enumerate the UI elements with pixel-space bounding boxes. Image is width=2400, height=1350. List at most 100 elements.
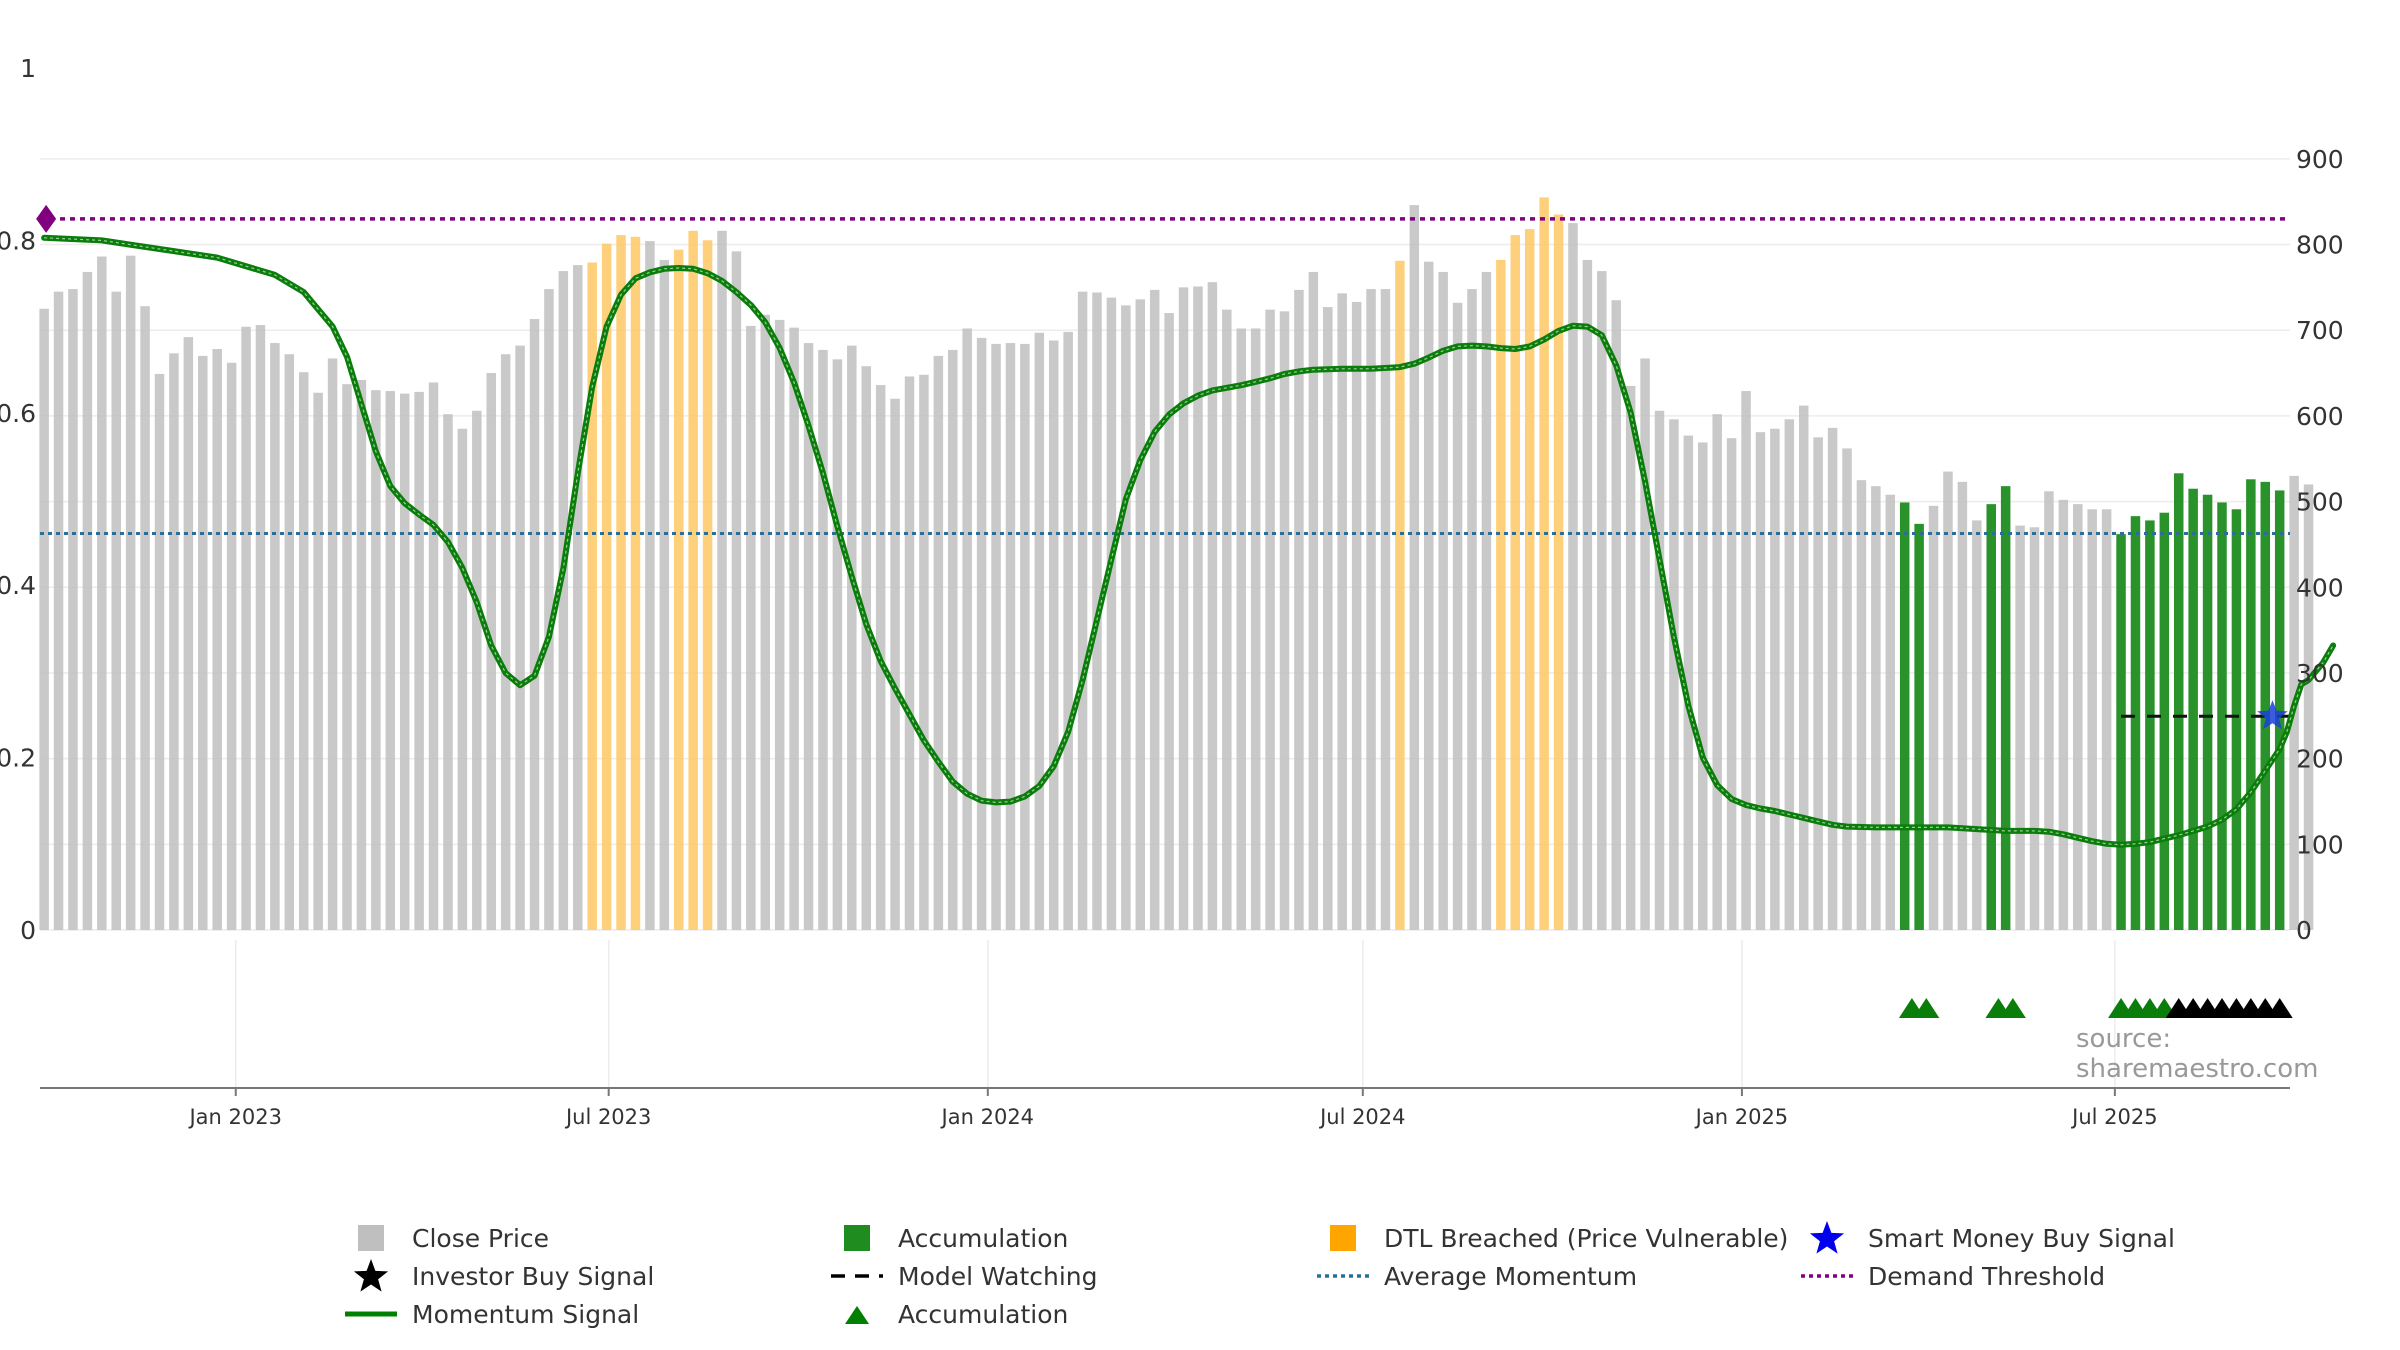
legend-label: DTL Breached (Price Vulnerable) bbox=[1384, 1223, 1789, 1253]
accumulation-bar bbox=[2159, 512, 2170, 930]
legend-item: Momentum Signal bbox=[336, 1296, 639, 1332]
right-tick-label: 300 bbox=[2296, 659, 2344, 688]
close-price-bar bbox=[1770, 428, 1780, 930]
right-tick-label: 400 bbox=[2296, 573, 2344, 602]
left-tick-label: 0.6 bbox=[0, 399, 36, 428]
dtl-breached-bar bbox=[1539, 197, 1549, 930]
dtl-breached-bar bbox=[673, 249, 684, 931]
close-price-bar bbox=[255, 325, 266, 931]
accumulation-bar bbox=[2188, 488, 2198, 930]
dtl-breached-bar bbox=[1395, 260, 1405, 931]
close-price-bar bbox=[962, 328, 972, 930]
dtl-breached-bar bbox=[587, 262, 597, 930]
close-price-bar bbox=[1957, 481, 1968, 930]
close-price-bar bbox=[760, 314, 771, 930]
close-price-bar bbox=[169, 353, 179, 930]
dtl-breached-bar bbox=[1510, 235, 1521, 931]
close-price-bar bbox=[1712, 414, 1722, 930]
square-icon bbox=[822, 1220, 892, 1256]
momentum-signal-highlight bbox=[44, 237, 2334, 846]
accumulation-bar bbox=[1899, 502, 1910, 930]
close-price-bar bbox=[1250, 328, 1261, 930]
accumulation-bar bbox=[2246, 479, 2256, 930]
close-price-bar bbox=[2087, 509, 2097, 930]
close-price-bar bbox=[803, 343, 814, 930]
right-tick-label: 200 bbox=[2296, 745, 2344, 774]
legend-item: Model Watching bbox=[822, 1258, 1098, 1294]
legend-label: Investor Buy Signal bbox=[412, 1261, 655, 1291]
close-price-bar bbox=[573, 265, 583, 931]
close-price-bar bbox=[1842, 448, 1852, 930]
close-price-bar bbox=[847, 345, 857, 930]
close-price-bar bbox=[53, 291, 64, 931]
legend-item: Smart Money Buy Signal bbox=[1792, 1220, 2175, 1256]
square-icon bbox=[336, 1220, 406, 1256]
close-price-bar bbox=[472, 410, 482, 930]
accumulation-bar bbox=[2145, 520, 2155, 930]
close-price-bar bbox=[270, 343, 280, 930]
close-price-bar bbox=[1207, 282, 1218, 930]
accumulation-bar bbox=[2260, 481, 2271, 930]
close-price-bar bbox=[933, 355, 944, 931]
markers bbox=[36, 204, 2288, 730]
close-price-bar bbox=[1063, 331, 1073, 930]
close-price-bar bbox=[1928, 505, 1939, 930]
left-tick-label: 0 bbox=[20, 916, 36, 945]
close-price-bar bbox=[39, 308, 49, 930]
close-price-bar bbox=[1149, 289, 1160, 930]
legend-item: Demand Threshold bbox=[1792, 1258, 2105, 1294]
line-icon bbox=[1792, 1258, 1862, 1294]
triangle-icon bbox=[822, 1296, 892, 1332]
legend-label: Accumulation bbox=[898, 1223, 1069, 1253]
accumulation-bar bbox=[2173, 473, 2184, 930]
close-price-bar bbox=[1784, 419, 1795, 930]
close-price-bar bbox=[1943, 471, 1953, 930]
legend-item: DTL Breached (Price Vulnerable) bbox=[1308, 1220, 1788, 1256]
close-price-bar bbox=[284, 354, 295, 930]
legend-label: Average Momentum bbox=[1384, 1261, 1638, 1291]
close-price-bar bbox=[1798, 405, 1809, 930]
left-tick-label: 0.2 bbox=[0, 744, 36, 773]
accumulation-bar bbox=[2217, 502, 2227, 930]
close-price-bar bbox=[371, 390, 381, 930]
close-price-bar bbox=[1121, 305, 1131, 930]
close-price-bar bbox=[356, 379, 367, 930]
close-price-bar bbox=[1164, 313, 1174, 930]
close-price-bar bbox=[991, 343, 1001, 930]
close-price-bar bbox=[529, 319, 540, 930]
close-price-bar bbox=[1178, 287, 1189, 931]
close-price-bar bbox=[1582, 259, 1593, 930]
close-price-bar bbox=[500, 354, 511, 930]
legend-label: Demand Threshold bbox=[1868, 1261, 2106, 1291]
right-tick-label: 0 bbox=[2296, 916, 2312, 945]
close-price-bar bbox=[1366, 289, 1376, 930]
momentum-signal bbox=[41, 234, 2337, 848]
close-price-bar bbox=[904, 376, 915, 930]
close-price-bar bbox=[1323, 307, 1333, 931]
close-price-bar bbox=[976, 337, 987, 930]
legend-item: Investor Buy Signal bbox=[336, 1258, 654, 1294]
close-price-bar bbox=[2101, 509, 2112, 930]
close-price-bar bbox=[1423, 261, 1434, 930]
close-price-bar bbox=[2015, 525, 2025, 930]
close-price-bar bbox=[1048, 340, 1059, 931]
legend: Close Price Accumulation DTL Breached (Pri… bbox=[0, 1200, 2400, 1350]
close-price-bar bbox=[1005, 343, 1016, 930]
close-price-bar bbox=[68, 289, 78, 930]
accumulation-bar bbox=[2116, 534, 2126, 930]
legend-label: Model Watching bbox=[898, 1261, 1098, 1291]
close-price-bar bbox=[890, 398, 900, 930]
close-price-bar bbox=[1222, 309, 1232, 931]
close-price-bar bbox=[1481, 271, 1492, 931]
dtl-breached-bar bbox=[616, 235, 626, 931]
close-price-bar bbox=[1279, 311, 1290, 930]
dtl-breached-bar bbox=[601, 243, 612, 930]
close-price-bar bbox=[861, 366, 871, 930]
close-price-bar bbox=[82, 271, 93, 931]
close-price-bar bbox=[1351, 301, 1362, 930]
right-tick-label: 600 bbox=[2296, 402, 2344, 431]
dtl-breached-bar bbox=[1524, 229, 1535, 930]
legend-item: Accumulation bbox=[822, 1296, 1068, 1332]
left-tick-label: 0.4 bbox=[0, 571, 36, 600]
close-price-bar bbox=[298, 372, 309, 930]
